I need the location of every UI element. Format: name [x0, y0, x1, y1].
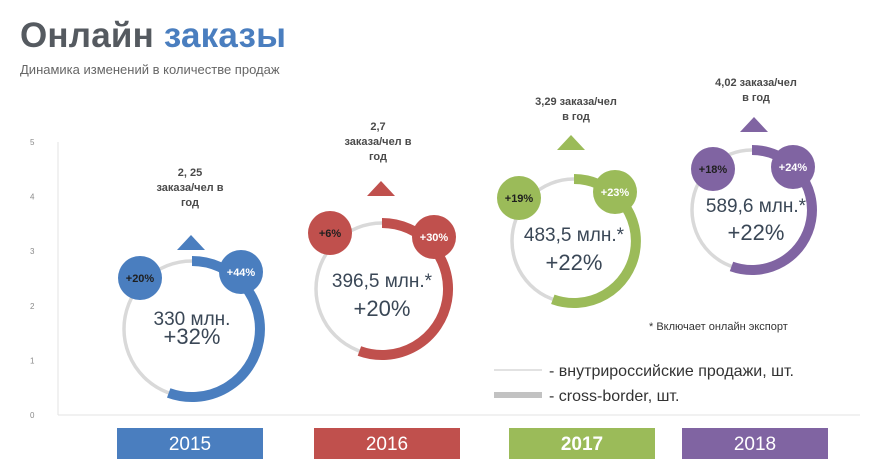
year-label: 2017: [561, 434, 603, 455]
year-label: 2018: [734, 434, 776, 455]
per-capita-marker: [177, 235, 205, 250]
per-capita-label: 4,02 заказа/чел: [715, 77, 797, 89]
legend-domestic-label: - внутрироссийские продажи, шт.: [549, 363, 794, 380]
domestic-growth-label: +18%: [699, 164, 728, 176]
crossborder-growth-badge: [412, 215, 456, 259]
y-tick-label: 1: [30, 356, 35, 365]
footnote-text: * Включает онлайн экспорт: [649, 321, 788, 333]
year-box: [117, 428, 263, 459]
y-tick-label: 0: [30, 411, 35, 420]
orders-total-label: 330 млн.: [154, 309, 231, 330]
orders-total-label: 396,5 млн.*: [332, 271, 433, 292]
year-box: [314, 428, 460, 459]
domestic-growth-label: +6%: [319, 228, 342, 240]
year-box: [509, 428, 655, 459]
title-part-1: Онлайн: [20, 16, 154, 55]
per-capita-marker: [557, 135, 585, 150]
orders-total-label: 483,5 млн.*: [524, 225, 625, 246]
per-capita-label: год: [181, 197, 199, 209]
orders-growth-label: +20%: [354, 296, 411, 321]
y-tick-label: 4: [30, 193, 35, 202]
per-capita-marker: [740, 117, 768, 132]
orders-growth-label: +22%: [728, 220, 785, 245]
y-tick-label: 3: [30, 247, 35, 256]
page-subtitle: Динамика изменений в количестве продаж: [20, 62, 280, 77]
legend-crossborder-label: - cross-border, шт.: [549, 388, 679, 405]
per-capita-label: 2,7: [370, 121, 385, 133]
crossborder-growth-label: +24%: [779, 162, 808, 174]
year-group-2018: 589,6 млн.* +22% +18% +24% 4,02 заказа/чел в …: [682, 77, 828, 459]
crossborder-growth-badge: [219, 250, 263, 294]
crossborder-growth-badge: [771, 145, 815, 189]
orders-growth-label: +32%: [164, 324, 221, 349]
per-capita-label: заказа/чел в: [344, 136, 411, 148]
per-capita-label: год: [369, 151, 387, 163]
domestic-growth-badge: [497, 176, 541, 220]
per-capita-label: в год: [742, 92, 770, 104]
domestic-growth-badge: [308, 211, 352, 255]
orders-growth-label: +22%: [546, 250, 603, 275]
crossborder-growth-label: +30%: [420, 232, 449, 244]
page-title: Онлайн заказы: [20, 16, 286, 56]
year-box: [682, 428, 828, 459]
crossborder-growth-label: +23%: [601, 187, 630, 199]
domestic-growth-label: +19%: [505, 193, 534, 205]
year-group-2016: 396,5 млн.* +20% +6% +30% 2,7 заказа/чел в год…: [308, 121, 460, 459]
domestic-growth-badge: [691, 147, 735, 191]
y-tick-label: 2: [30, 302, 35, 311]
per-capita-marker: [367, 181, 395, 196]
crossborder-growth-label: +44%: [227, 267, 256, 279]
year-group-2015: 330 млн.+32% +20% +44% 2, 25 заказа/чел в год…: [117, 167, 265, 459]
y-tick-label: 5: [30, 138, 35, 147]
year-group-2017: 483,5 млн.* +22% +19% +23% 3,29 заказа/чел в …: [497, 96, 655, 459]
domestic-growth-badge: [118, 256, 162, 300]
orders-total-label: 589,6 млн.*: [706, 196, 807, 217]
crossborder-growth-badge: [593, 170, 637, 214]
per-capita-label: 2, 25: [178, 167, 202, 179]
title-part-2: заказы: [163, 16, 287, 55]
legend: - внутрироссийские продажи, шт. - cross-b…: [494, 363, 794, 405]
domestic-growth-label: +20%: [126, 273, 155, 285]
per-capita-label: заказа/чел в: [156, 182, 223, 194]
per-capita-label: 3,29 заказа/чел: [535, 96, 617, 108]
per-capita-label: в год: [562, 111, 590, 123]
year-label: 2016: [366, 434, 408, 455]
year-label: 2015: [169, 434, 211, 455]
